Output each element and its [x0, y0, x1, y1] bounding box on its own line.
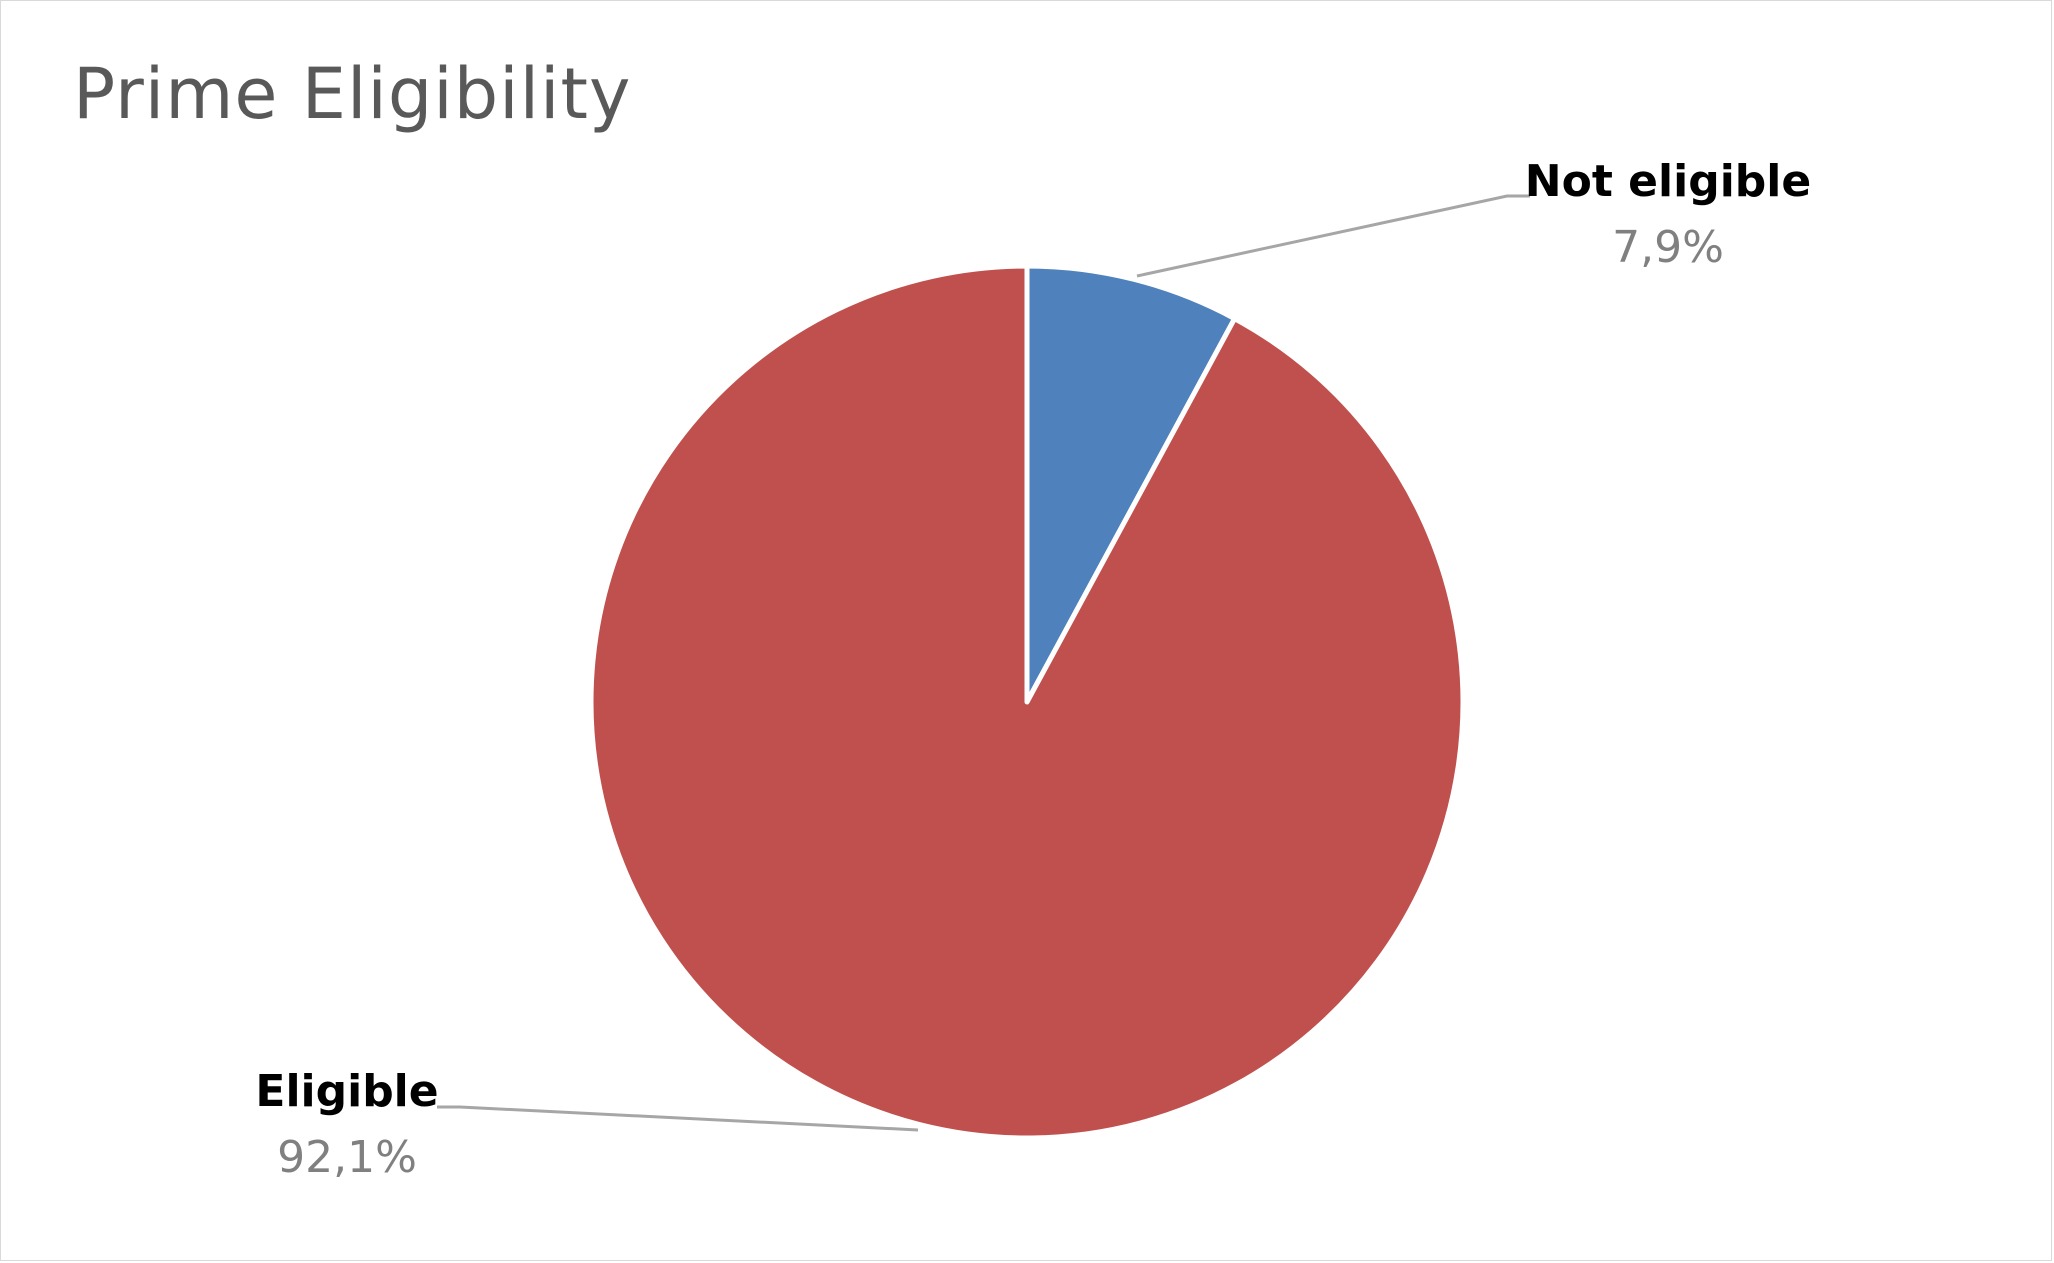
leader-line-not-eligible	[1136, 194, 1530, 278]
chart-title: Prime Eligibility	[73, 53, 632, 135]
slice-label-percent: 92,1%	[277, 1132, 417, 1183]
slice-label-percent: 7,9%	[1612, 222, 1724, 273]
slice-label-name: Eligible	[255, 1066, 438, 1117]
leader-lines	[437, 194, 1530, 1132]
pie-slice-eligible	[588, 263, 1466, 1141]
leader-line-eligible	[437, 1105, 919, 1132]
pie-slices	[588, 263, 1466, 1141]
slice-labels: Not eligible 7,9% Eligible 92,1%	[255, 156, 1811, 1183]
slice-label-name: Not eligible	[1525, 156, 1811, 207]
pie-slice-not-eligible	[1024, 263, 1238, 705]
